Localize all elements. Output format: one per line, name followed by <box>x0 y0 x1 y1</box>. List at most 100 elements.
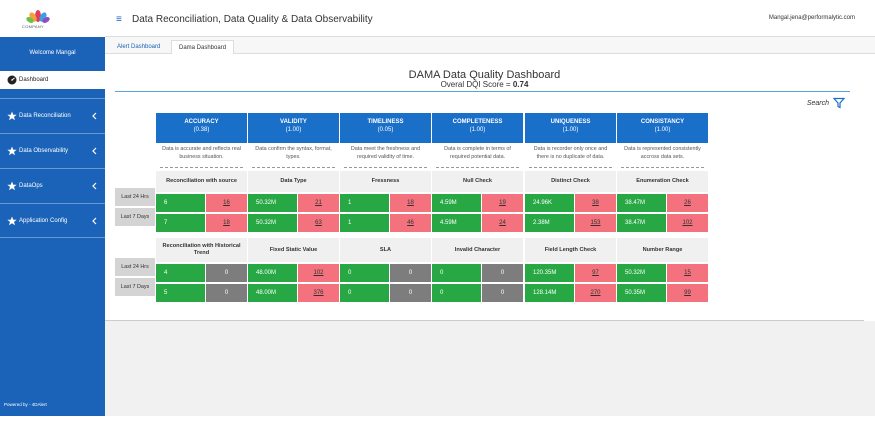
sidebar-item-label: Dashboard <box>19 77 49 83</box>
pass-count-cell: 0 <box>432 284 481 302</box>
dimension-column-uniqueness: UNIQUENESS (1.00) Data is recorder only on… <box>525 113 616 302</box>
dimension-score: (1.00) <box>285 127 302 133</box>
fail-count-link[interactable]: 18 <box>390 194 431 212</box>
check-row: 48.00M 376 <box>248 284 339 302</box>
pass-count-cell: 5 <box>156 284 205 302</box>
row-label-last-24-hrs: Last 24 Hrs <box>115 188 155 206</box>
check-row: 38.47M 102 <box>617 214 708 232</box>
fail-count-link[interactable]: 21 <box>298 194 339 212</box>
dimension-column-validity: VALIDITY (1.00) Data confirm the syntax, f… <box>248 113 339 302</box>
hamburger-menu-icon[interactable]: ≡ <box>116 14 122 25</box>
pass-count-cell: 38.47M <box>617 194 666 212</box>
pass-count-cell: 4 <box>156 264 205 282</box>
check-label: Invalid Character <box>432 238 523 262</box>
check-row: 7 18 <box>156 214 247 232</box>
sidebar: COMPANY Welcome Mangal Dashboard Data Re… <box>0 0 105 416</box>
dimension-header: COMPLETENESS (1.00) <box>432 113 523 143</box>
check-row: 128.14M 270 <box>525 284 616 302</box>
pass-count-cell: 50.32M <box>248 214 297 232</box>
sidebar-item-data-reconciliation[interactable]: Data Reconciliation <box>0 98 105 133</box>
check-row: 4.59M 24 <box>432 214 523 232</box>
dimension-name: TIMELINESS <box>367 119 404 125</box>
fail-count-cell: 0 <box>390 264 431 282</box>
fail-count-link[interactable]: 24 <box>482 214 523 232</box>
fail-count-link[interactable]: 102 <box>667 214 708 232</box>
dimension-score: (1.00) <box>654 127 671 133</box>
pass-count-cell: 4.59M <box>432 194 481 212</box>
fail-count-link[interactable]: 102 <box>298 264 339 282</box>
check-row: 48.00M 102 <box>248 264 339 282</box>
sidebar-item-label: DataOps <box>19 183 43 189</box>
fail-count-cell: 0 <box>390 284 431 302</box>
sidebar-item-application-config[interactable]: Application Config <box>0 203 105 238</box>
pass-count-cell: 1 <box>340 214 389 232</box>
top-header: ≡ Data Reconciliation, Data Quality & Da… <box>105 0 875 37</box>
sidebar-item-label: Application Config <box>19 217 68 224</box>
filter-icon <box>833 97 845 109</box>
fail-count-link[interactable]: 270 <box>575 284 616 302</box>
pass-count-cell: 48.00M <box>248 264 297 282</box>
dimension-score: (1.00) <box>562 127 579 133</box>
fail-count-link[interactable]: 15 <box>667 264 708 282</box>
dqi-label: Overal DQI Score = <box>440 80 513 89</box>
pass-count-cell: 6 <box>156 194 205 212</box>
dashboard-panel: DAMA Data Quality Dashboard Overal DQI S… <box>105 54 864 321</box>
tab-dama-dashboard[interactable]: Dama Dashboard <box>171 40 235 55</box>
dqi-score: Overal DQI Score = 0.74 <box>105 80 864 89</box>
page-title: Data Reconciliation, Data Quality & Data… <box>132 14 373 25</box>
sidebar-item-data-observability[interactable]: Data Observability <box>0 133 105 168</box>
fail-count-link[interactable]: 19 <box>482 194 523 212</box>
check-label: Reconciliation with source <box>156 171 247 192</box>
pass-count-cell: 1 <box>340 194 389 212</box>
title-divider <box>115 91 850 92</box>
fail-count-link[interactable]: 38 <box>575 194 616 212</box>
row-label-last-7-days: Last 7 Days <box>115 278 155 296</box>
search-button[interactable]: Search <box>807 97 845 109</box>
dimension-header: TIMELINESS (0.05) <box>340 113 431 143</box>
dimension-name: COMPLETENESS <box>452 119 503 125</box>
fail-count-link[interactable]: 376 <box>298 284 339 302</box>
dimension-column-completeness: COMPLETENESS (1.00) Data is complete in te… <box>432 113 523 302</box>
fail-count-link[interactable]: 99 <box>667 284 708 302</box>
check-label: Reconciliation with Historical Trend <box>156 238 247 262</box>
star-icon <box>7 146 17 156</box>
company-logo-icon <box>26 10 50 23</box>
dashboard-gauge-icon <box>7 75 17 85</box>
sidebar-item-dashboard[interactable]: Dashboard <box>0 71 105 89</box>
tab-bar: Alert Dashboard Dama Dashboard <box>105 37 875 55</box>
check-label: Fixed Static Value <box>248 238 339 262</box>
dimension-column-accuracy: ACCURACY (0.38) Data is accurate and refle… <box>156 113 247 302</box>
check-row: 1 18 <box>340 194 431 212</box>
dimension-header: UNIQUENESS (1.00) <box>525 113 616 143</box>
dimension-score: (0.05) <box>377 127 394 133</box>
star-icon <box>7 111 17 121</box>
pass-count-cell: 48.00M <box>248 284 297 302</box>
check-row: 1 46 <box>340 214 431 232</box>
row-label-last-24-hrs: Last 24 Hrs <box>115 258 155 276</box>
check-row: 6 16 <box>156 194 247 212</box>
fail-count-link[interactable]: 97 <box>575 264 616 282</box>
chevron-left-icon <box>92 182 97 190</box>
check-label: Data Type <box>248 171 339 192</box>
pass-count-cell: 7 <box>156 214 205 232</box>
dimension-column-timeliness: TIMELINESS (0.05) Data meet the freshness … <box>340 113 431 302</box>
fail-count-link[interactable]: 18 <box>206 214 247 232</box>
fail-count-link[interactable]: 16 <box>206 194 247 212</box>
tab-alert-dashboard[interactable]: Alert Dashboard <box>117 44 161 50</box>
check-row: 2.38M 153 <box>525 214 616 232</box>
fail-count-link[interactable]: 63 <box>298 214 339 232</box>
check-row: 50.32M 15 <box>617 264 708 282</box>
sidebar-item-dataops[interactable]: DataOps <box>0 168 105 203</box>
check-row: 24.96K 38 <box>525 194 616 212</box>
star-icon <box>7 181 17 191</box>
dimension-description: Data confirm the syntax, format, types. <box>252 143 335 168</box>
check-row: 120.35M 97 <box>525 264 616 282</box>
search-label: Search <box>806 99 829 107</box>
fail-count-link[interactable]: 26 <box>667 194 708 212</box>
user-email[interactable]: Mangal.jena@performalytic.com <box>768 15 855 21</box>
fail-count-link[interactable]: 153 <box>575 214 616 232</box>
fail-count-link[interactable]: 46 <box>390 214 431 232</box>
